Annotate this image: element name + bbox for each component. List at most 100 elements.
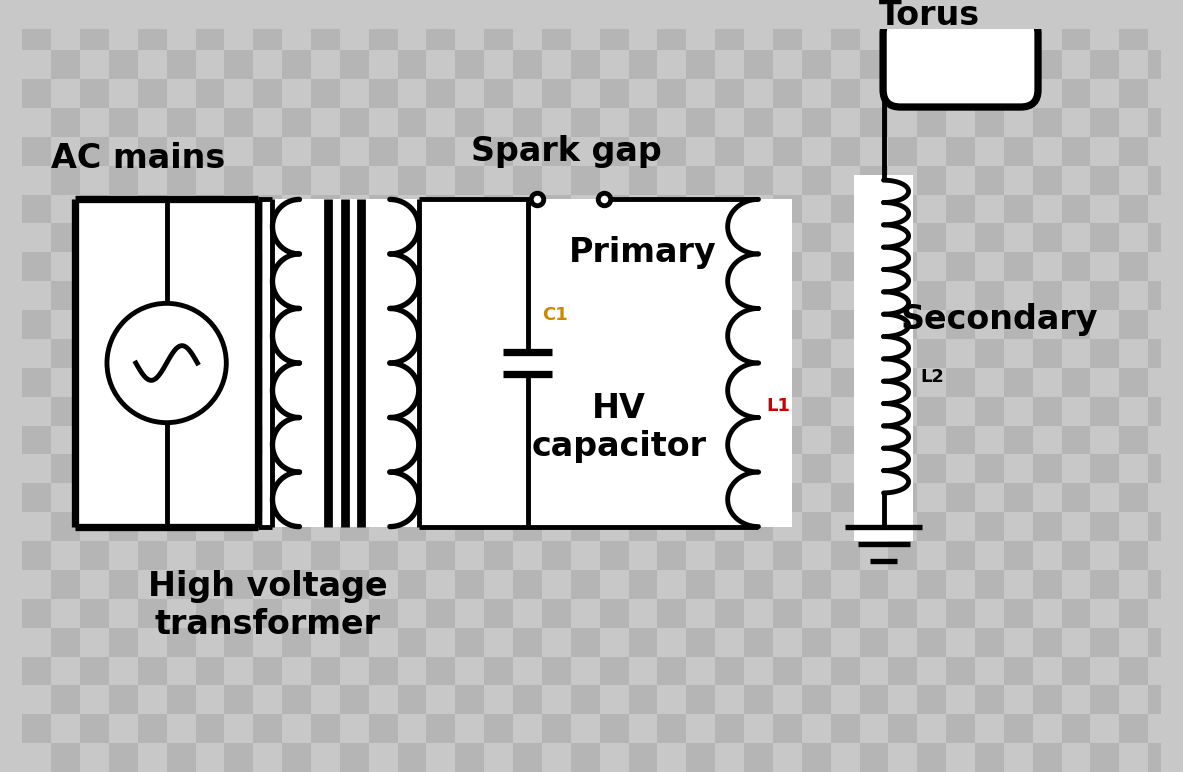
Bar — [802, 455, 830, 483]
Bar — [1149, 367, 1177, 397]
Bar — [397, 367, 426, 397]
Bar — [946, 22, 975, 50]
Bar — [975, 570, 1004, 599]
Bar — [888, 22, 917, 50]
Bar — [946, 166, 975, 195]
Bar — [658, 512, 686, 541]
Bar — [802, 281, 830, 310]
Bar — [1061, 195, 1091, 223]
Bar — [195, 570, 225, 599]
Bar — [51, 339, 80, 367]
Bar — [426, 22, 455, 50]
Bar — [1061, 310, 1091, 339]
Bar — [772, 108, 802, 137]
Bar — [860, 425, 888, 455]
Bar — [22, 425, 51, 455]
Bar — [340, 166, 369, 195]
Bar — [658, 166, 686, 195]
Bar — [1091, 223, 1119, 252]
Bar — [340, 50, 369, 79]
Bar — [80, 339, 109, 367]
Bar — [311, 166, 340, 195]
Bar — [282, 425, 311, 455]
Bar — [1004, 223, 1033, 252]
Bar — [137, 22, 167, 50]
Bar — [80, 195, 109, 223]
Bar — [484, 108, 513, 137]
Bar — [109, 108, 137, 137]
Bar — [600, 743, 628, 772]
Bar — [484, 310, 513, 339]
Bar — [137, 541, 167, 570]
Bar — [744, 22, 772, 50]
Bar — [1091, 367, 1119, 397]
Bar — [1149, 137, 1177, 166]
Bar — [658, 79, 686, 108]
Bar — [542, 570, 571, 599]
Bar — [225, 714, 253, 743]
Bar — [628, 455, 658, 483]
Bar — [917, 743, 946, 772]
Bar — [426, 397, 455, 425]
Bar — [225, 137, 253, 166]
Bar — [1091, 79, 1119, 108]
Text: AC mains: AC mains — [51, 142, 226, 175]
Bar — [340, 223, 369, 252]
Bar — [1119, 223, 1149, 252]
Bar — [802, 166, 830, 195]
Bar — [744, 223, 772, 252]
Bar — [1119, 310, 1149, 339]
Bar — [1149, 425, 1177, 455]
Bar — [1061, 512, 1091, 541]
Bar — [369, 108, 397, 137]
Bar — [888, 50, 917, 79]
Bar — [888, 367, 917, 397]
Bar — [686, 137, 716, 166]
Bar — [744, 425, 772, 455]
Bar — [195, 166, 225, 195]
Bar — [716, 310, 744, 339]
Bar — [137, 743, 167, 772]
Bar — [802, 686, 830, 714]
Bar — [369, 512, 397, 541]
Bar — [542, 628, 571, 656]
Bar — [282, 310, 311, 339]
Bar — [772, 570, 802, 599]
Bar — [109, 599, 137, 628]
Bar — [917, 686, 946, 714]
Bar — [80, 137, 109, 166]
Bar — [658, 310, 686, 339]
Bar — [802, 137, 830, 166]
Bar — [109, 339, 137, 367]
Bar — [716, 483, 744, 512]
Bar — [253, 455, 282, 483]
Bar — [658, 455, 686, 483]
Bar — [744, 483, 772, 512]
Bar — [658, 541, 686, 570]
Bar — [455, 79, 484, 108]
Bar — [109, 656, 137, 686]
Bar — [80, 686, 109, 714]
Bar — [225, 541, 253, 570]
Bar — [888, 223, 917, 252]
Bar — [830, 656, 860, 686]
Bar — [109, 223, 137, 252]
Bar — [137, 512, 167, 541]
Bar — [772, 397, 802, 425]
Bar — [195, 195, 225, 223]
Bar — [1033, 108, 1061, 137]
Bar — [946, 367, 975, 397]
Bar — [802, 22, 830, 50]
Bar — [917, 137, 946, 166]
Bar — [772, 743, 802, 772]
Bar — [542, 108, 571, 137]
Bar — [628, 628, 658, 656]
Bar — [484, 22, 513, 50]
Bar — [513, 455, 542, 483]
Bar — [397, 743, 426, 772]
Bar — [628, 367, 658, 397]
Bar — [571, 656, 600, 686]
Bar — [946, 252, 975, 281]
Bar — [1091, 599, 1119, 628]
Bar — [860, 570, 888, 599]
